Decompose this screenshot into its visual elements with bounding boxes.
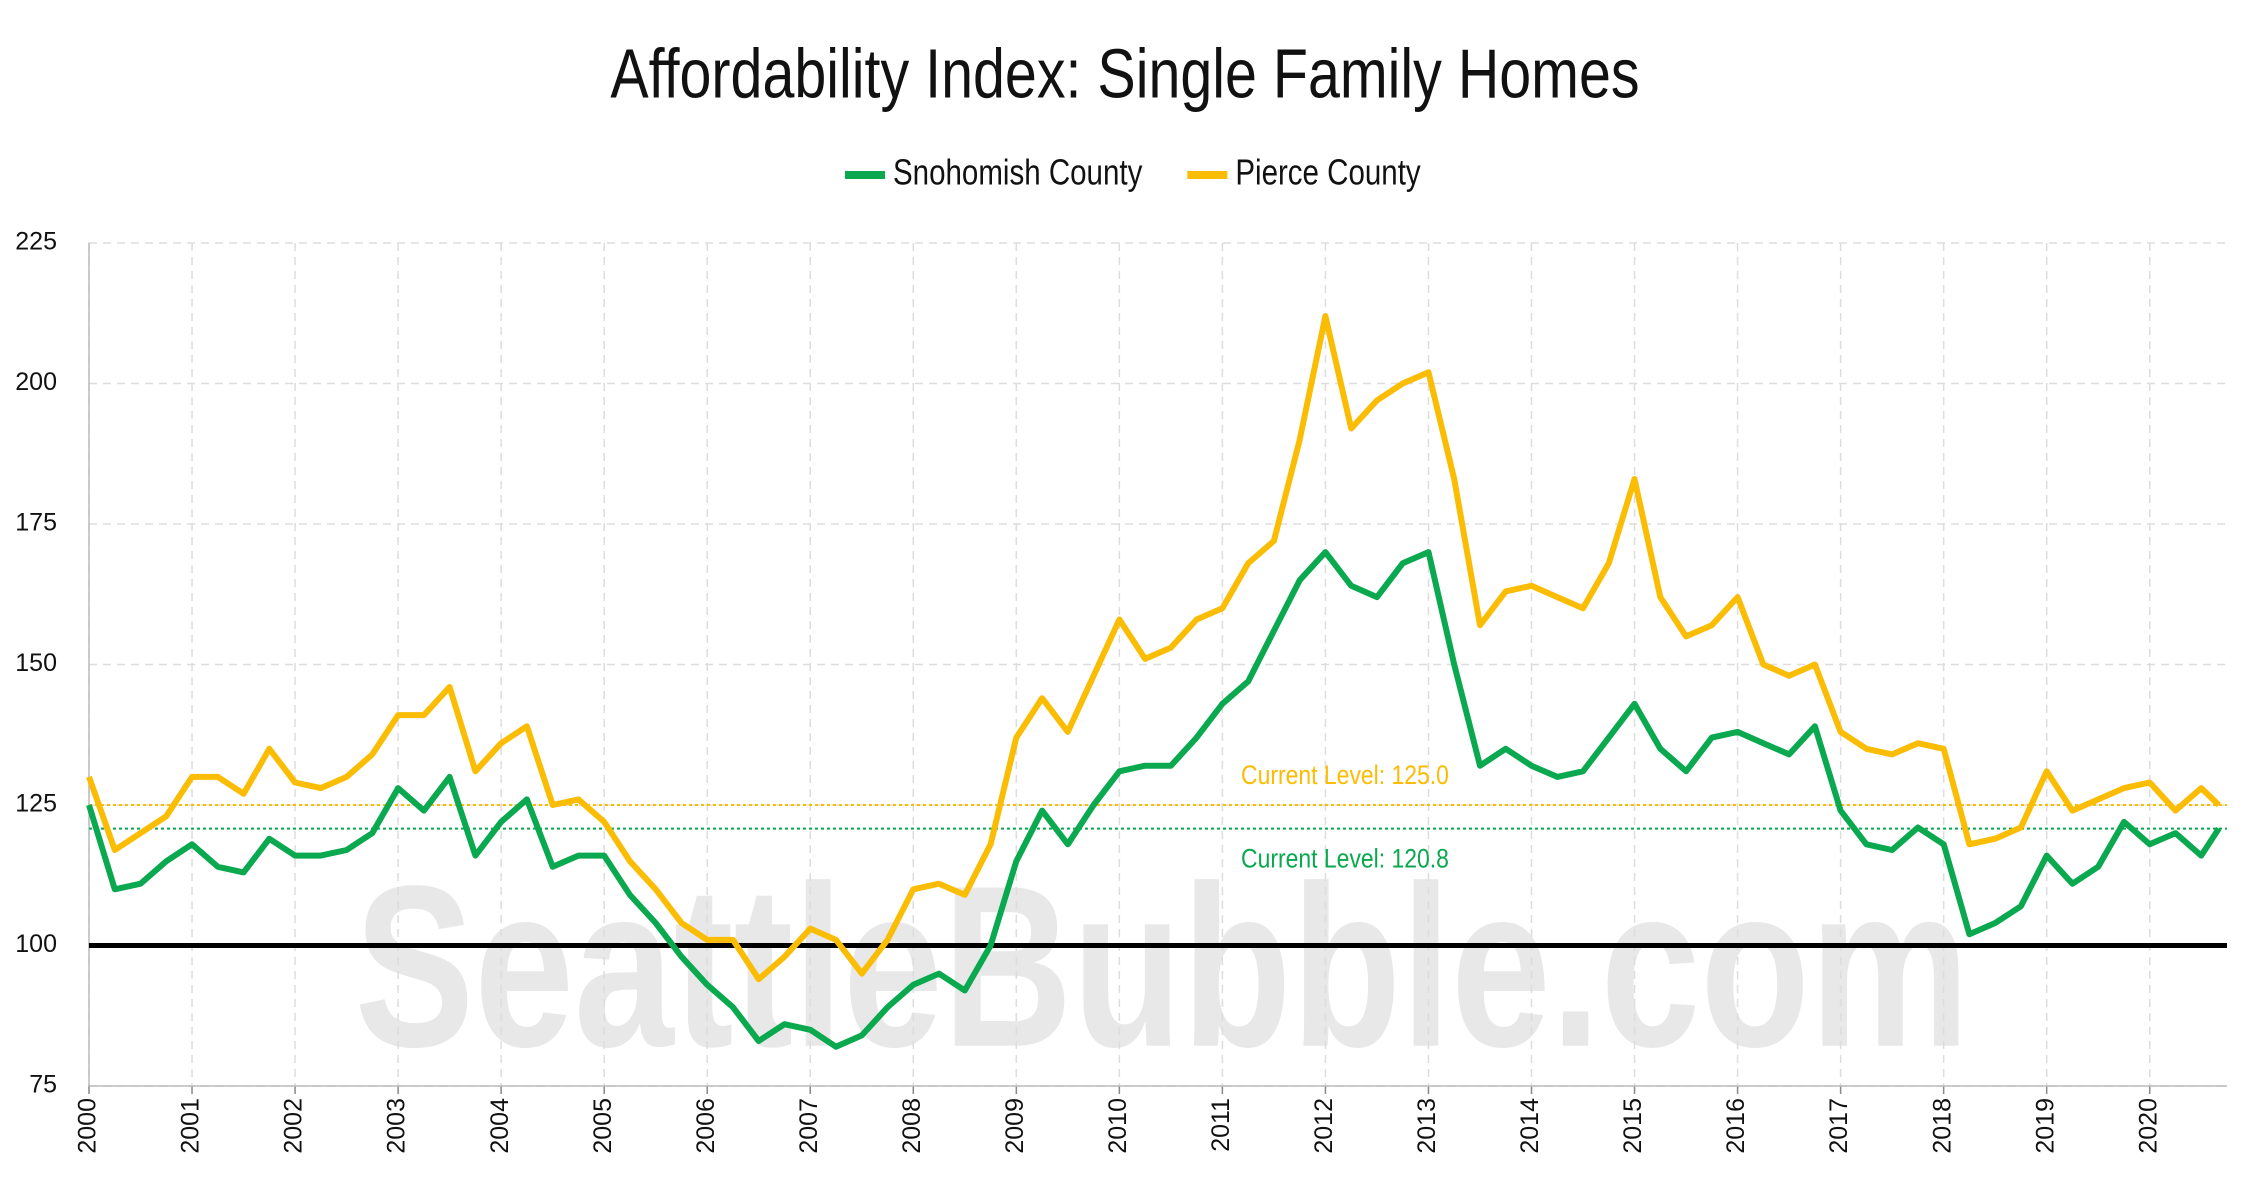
y-tick-label: 200 (15, 368, 57, 396)
x-tick-label: 2003 (383, 1098, 411, 1154)
x-tick-label: 2008 (898, 1098, 926, 1154)
x-tick-label: 2020 (2134, 1098, 2162, 1154)
x-tick-label: 2006 (692, 1098, 720, 1154)
y-tick-label: 225 (15, 228, 57, 256)
x-tick-label: 2004 (486, 1098, 514, 1154)
y-tick-label: 175 (15, 509, 57, 537)
x-tick-label: 2017 (1825, 1098, 1853, 1154)
x-tick-label: 2013 (1413, 1098, 1441, 1154)
x-tick-label: 2005 (589, 1098, 617, 1154)
annotation: Current Level: 125.0 (1241, 760, 1449, 790)
series-line (86, 549, 2222, 1050)
watermark: SeattleBubble.com (355, 837, 1970, 1095)
x-tick-label: 2016 (1722, 1098, 1750, 1154)
x-tick-label: 2012 (1310, 1098, 1338, 1154)
series-line (86, 313, 2221, 983)
y-tick-label: 75 (29, 1071, 57, 1099)
x-tick-label: 2015 (1619, 1098, 1647, 1154)
chart-title: Affordability Index: Single Family Homes (610, 34, 1639, 113)
x-tick-label: 2007 (795, 1098, 823, 1154)
annotation: Current Level: 120.8 (1241, 844, 1449, 874)
y-tick-label: 150 (15, 649, 57, 677)
x-tick-label: 2010 (1104, 1098, 1132, 1154)
x-tick-label: 2014 (1516, 1098, 1544, 1154)
legend-label: Snohomish County (893, 152, 1143, 192)
x-tick-label: 2009 (1001, 1098, 1029, 1154)
x-tick-label: 2019 (2031, 1098, 2059, 1154)
x-tick-label: 2002 (280, 1098, 308, 1154)
y-tick-label: 100 (15, 930, 57, 958)
x-tick-label: 2000 (74, 1098, 102, 1154)
x-tick-label: 2011 (1207, 1098, 1235, 1152)
x-tick-label: 2001 (177, 1098, 205, 1154)
x-tick-label: 2018 (1928, 1098, 1956, 1154)
legend-label: Pierce County (1235, 152, 1421, 192)
y-tick-label: 125 (15, 790, 57, 818)
